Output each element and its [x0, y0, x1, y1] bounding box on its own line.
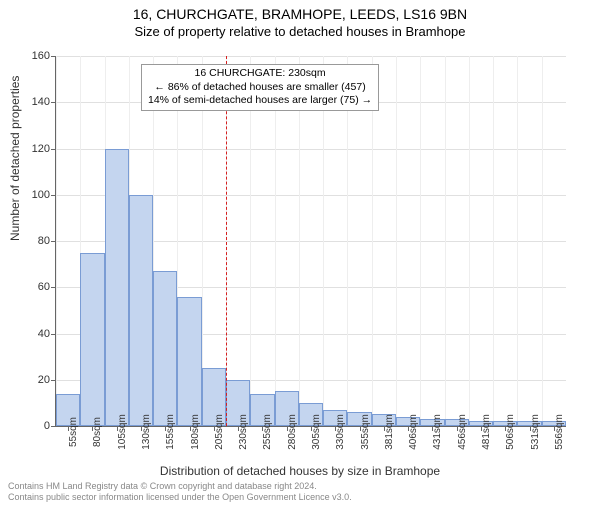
histogram-bar — [80, 253, 104, 426]
annotation-line: 16 CHURCHGATE: 230sqm — [148, 67, 372, 81]
y-tick-label: 80 — [38, 235, 50, 247]
y-tick-label: 40 — [38, 328, 50, 340]
y-tick-label: 100 — [32, 189, 50, 201]
x-tick-label: 456sqm — [457, 414, 468, 450]
x-tick-label: 180sqm — [190, 414, 201, 450]
x-tick-label: 105sqm — [117, 414, 128, 450]
x-tick-label: 55sqm — [68, 417, 79, 447]
y-tick-label: 160 — [32, 50, 50, 62]
reference-line — [226, 56, 227, 426]
x-axis-label: Distribution of detached houses by size … — [0, 464, 600, 478]
x-tick-label: 155sqm — [165, 414, 176, 450]
y-tick-label: 60 — [38, 281, 50, 293]
x-tick-label: 556sqm — [554, 414, 565, 450]
x-tick-label: 355sqm — [360, 414, 371, 450]
histogram-bar — [105, 149, 129, 427]
x-tick-label: 481sqm — [481, 414, 492, 450]
footer-line2: Contains public sector information licen… — [8, 492, 352, 503]
histogram-bar — [177, 297, 201, 427]
x-tick-label: 280sqm — [287, 414, 298, 450]
x-tick-label: 205sqm — [214, 414, 225, 450]
y-tick-label: 20 — [38, 374, 50, 386]
y-tick-label: 120 — [32, 143, 50, 155]
x-tick-label: 381sqm — [384, 414, 395, 450]
annotation-line: ← 86% of detached houses are smaller (45… — [148, 81, 372, 95]
page-title: 16, CHURCHGATE, BRAMHOPE, LEEDS, LS16 9B… — [0, 6, 600, 22]
histogram-bar — [153, 271, 177, 426]
x-tick-label: 531sqm — [530, 414, 541, 450]
x-tick-label: 230sqm — [238, 414, 249, 450]
x-tick-label: 431sqm — [432, 414, 443, 450]
x-tick-label: 305sqm — [311, 414, 322, 450]
y-axis-label: Number of detached properties — [8, 76, 22, 241]
x-tick-label: 406sqm — [408, 414, 419, 450]
histogram-bar — [129, 195, 153, 426]
y-tick-label: 0 — [44, 420, 50, 432]
histogram-chart: 02040608010012014016055sqm80sqm105sqm130… — [55, 56, 566, 427]
x-tick-label: 506sqm — [505, 414, 516, 450]
x-tick-label: 330sqm — [335, 414, 346, 450]
x-tick-label: 130sqm — [141, 414, 152, 450]
annotation-box: 16 CHURCHGATE: 230sqm← 86% of detached h… — [141, 64, 379, 111]
annotation-line: 14% of semi-detached houses are larger (… — [148, 94, 372, 108]
footer-line1: Contains HM Land Registry data © Crown c… — [8, 481, 352, 492]
y-tick-label: 140 — [32, 96, 50, 108]
chart-subtitle: Size of property relative to detached ho… — [0, 24, 600, 39]
x-tick-label: 80sqm — [92, 417, 103, 447]
x-tick-label: 255sqm — [262, 414, 273, 450]
